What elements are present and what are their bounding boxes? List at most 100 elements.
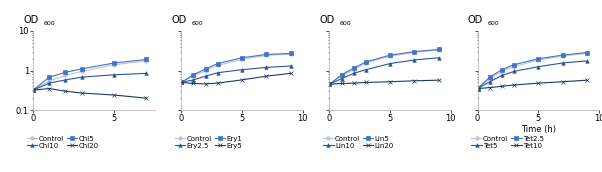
Legend: Control, Ery2.5, Ery1, Ery5: Control, Ery2.5, Ery1, Ery5 <box>175 136 243 149</box>
Chl10 <box>29 89 37 91</box>
Lin20 <box>338 82 345 84</box>
Line: Tet5: Tet5 <box>476 59 589 90</box>
Text: 600: 600 <box>43 21 55 26</box>
Tet10 <box>486 87 493 89</box>
Legend: Control, Chl10, Chl5, Chl20: Control, Chl10, Chl5, Chl20 <box>27 136 99 149</box>
Text: 600: 600 <box>191 21 203 26</box>
Control <box>202 69 209 72</box>
Chl20 <box>46 88 53 90</box>
Line: Tet10: Tet10 <box>476 78 589 90</box>
Tet2.5 <box>498 69 506 71</box>
Lin10 <box>338 78 345 80</box>
Line: Chl5: Chl5 <box>31 58 148 92</box>
Control <box>262 55 270 57</box>
Ery2.5 <box>178 81 185 83</box>
Line: Control: Control <box>31 59 148 92</box>
Lin5 <box>386 54 394 56</box>
Control <box>29 89 37 91</box>
Ery1 <box>262 53 270 55</box>
Tet2.5 <box>559 54 566 56</box>
Line: Lin5: Lin5 <box>327 48 441 86</box>
Chl5 <box>29 89 37 91</box>
Ery5 <box>287 72 294 74</box>
Control <box>498 70 506 72</box>
Text: OD: OD <box>320 15 335 25</box>
Control <box>474 88 481 90</box>
Control <box>287 53 294 55</box>
Tet5 <box>498 74 506 77</box>
Ery5 <box>262 75 270 77</box>
Lin20 <box>362 81 370 83</box>
Chl10 <box>78 76 85 78</box>
Control <box>110 64 117 66</box>
Tet10 <box>510 84 518 86</box>
Tet10 <box>583 79 591 81</box>
Line: Ery5: Ery5 <box>179 72 293 86</box>
Chl5 <box>78 68 85 70</box>
Chl20 <box>110 94 117 96</box>
Control <box>583 52 591 54</box>
Control <box>238 58 246 61</box>
Chl5 <box>143 58 150 61</box>
Control <box>62 74 69 77</box>
Legend: Control, Lin10, Lin5, Lin20: Control, Lin10, Lin5, Lin20 <box>323 136 394 149</box>
Control <box>510 66 518 68</box>
Lin5 <box>338 74 345 76</box>
Chl5 <box>110 62 117 64</box>
Line: Tet2.5: Tet2.5 <box>476 51 589 90</box>
Control <box>214 64 222 66</box>
Control <box>411 51 418 53</box>
Control <box>78 70 85 72</box>
Tet2.5 <box>535 58 542 60</box>
Ery2.5 <box>214 72 222 74</box>
Ery2.5 <box>262 66 270 68</box>
Control <box>178 81 185 83</box>
Line: Control: Control <box>327 48 441 86</box>
Chl10 <box>62 79 69 81</box>
Tet2.5 <box>474 88 481 90</box>
Tet10 <box>498 85 506 87</box>
Ery1 <box>238 57 246 59</box>
Lin20 <box>326 83 333 85</box>
Chl5 <box>46 76 53 78</box>
Control <box>338 75 345 77</box>
Lin20 <box>386 81 394 83</box>
Ery5 <box>202 83 209 85</box>
Lin10 <box>326 83 333 85</box>
Chl10 <box>110 74 117 76</box>
Ery1 <box>287 52 294 55</box>
Lin10 <box>386 62 394 64</box>
Lin5 <box>362 61 370 63</box>
Tet10 <box>535 82 542 84</box>
Line: Lin20: Lin20 <box>327 78 441 86</box>
Ery1 <box>214 62 222 64</box>
Chl10 <box>46 82 53 84</box>
Lin10 <box>350 72 358 74</box>
Ery5 <box>178 81 185 83</box>
Ery1 <box>190 74 197 76</box>
Text: OD: OD <box>23 15 39 25</box>
Control <box>326 83 333 85</box>
Line: Control: Control <box>476 51 589 90</box>
Line: Control: Control <box>179 52 293 84</box>
Line: Chl10: Chl10 <box>31 72 148 92</box>
Line: Ery2.5: Ery2.5 <box>179 64 293 84</box>
Ery5 <box>190 82 197 84</box>
Lin20 <box>350 82 358 84</box>
Control <box>362 62 370 64</box>
Ery2.5 <box>238 69 246 71</box>
Ery1 <box>178 81 185 83</box>
Tet2.5 <box>486 76 493 78</box>
Text: OD: OD <box>172 15 187 25</box>
Lin5 <box>435 49 442 51</box>
Control <box>190 75 197 77</box>
Text: OD: OD <box>468 15 483 25</box>
Ery2.5 <box>190 79 197 81</box>
Chl20 <box>62 90 69 92</box>
Tet2.5 <box>583 51 591 53</box>
Ery1 <box>202 68 209 70</box>
Control <box>486 78 493 80</box>
Tet10 <box>474 88 481 90</box>
Ery5 <box>238 79 246 81</box>
Line: Lin10: Lin10 <box>327 56 441 86</box>
